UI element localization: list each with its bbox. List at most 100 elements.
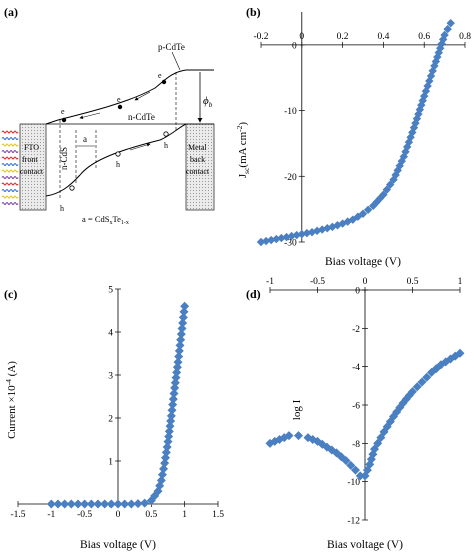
data-point xyxy=(441,357,451,367)
data-point xyxy=(176,335,186,345)
light-ray xyxy=(1,156,19,160)
data-point xyxy=(358,209,368,218)
data-point xyxy=(270,436,280,446)
data-point xyxy=(168,394,178,404)
data-point xyxy=(437,39,446,49)
data-point xyxy=(397,156,406,166)
x-tick-label: -0.2 xyxy=(253,32,268,42)
metal-label-2: back xyxy=(190,155,205,164)
data-point xyxy=(351,465,360,475)
electron-dot xyxy=(161,79,167,85)
data-point xyxy=(133,499,143,509)
data-point xyxy=(178,312,188,322)
panel-a-label: (a) xyxy=(4,5,18,19)
data-point xyxy=(408,128,417,137)
hole-dot xyxy=(69,185,75,191)
a-equation: a = CdSxTe1-x xyxy=(82,214,129,226)
x-tick-label: 0 xyxy=(363,277,368,287)
data-point xyxy=(166,416,176,426)
light-ray xyxy=(1,195,19,199)
panel-label: (b) xyxy=(246,5,261,19)
data-point xyxy=(317,439,327,449)
electron-label: e xyxy=(158,71,162,80)
data-point xyxy=(446,18,455,28)
y-axis-label: log I xyxy=(291,399,303,420)
y-tick-label: -2 xyxy=(352,325,360,335)
light-ray xyxy=(1,169,19,173)
x-tick-label: 0.4 xyxy=(377,32,389,42)
data-point xyxy=(46,499,56,509)
y-label-part: sc xyxy=(242,167,251,174)
data-point xyxy=(412,382,422,392)
fto-label-1: FTO xyxy=(24,143,39,152)
data-point xyxy=(261,236,271,246)
data-point xyxy=(404,390,414,400)
y-label-part: -4 xyxy=(4,379,13,385)
data-point xyxy=(157,470,167,480)
data-point xyxy=(417,100,426,110)
data-point xyxy=(292,230,301,240)
metal-contact-block xyxy=(185,123,215,211)
data-point xyxy=(422,372,432,382)
panel-b: (b) -0.2 0 0.2 0.4 0.6 0.8 -30 -20 -10 0 Bias volta… xyxy=(235,5,471,268)
data-point xyxy=(395,403,405,413)
x-axis-label: Bias voltage (V) xyxy=(327,539,403,551)
data-point xyxy=(443,24,452,34)
data-point xyxy=(282,232,291,242)
electron-dot xyxy=(61,117,67,123)
light-ray xyxy=(1,162,19,167)
data-point xyxy=(168,400,178,410)
data-point xyxy=(159,464,169,474)
panel-d: (d) -1 -0.5 0 0.5 1 -12 -10 -8 -6 -4 -2 0 Bias voltag… xyxy=(246,277,465,551)
hole-dot xyxy=(115,151,121,157)
data-point xyxy=(327,445,337,455)
data-point xyxy=(438,35,448,44)
data-point xyxy=(418,96,427,105)
data-point xyxy=(294,431,303,441)
y-tick-label: 5 xyxy=(108,286,113,296)
data-point xyxy=(362,465,372,475)
data-point xyxy=(323,224,332,233)
data-point xyxy=(404,137,414,147)
data-point xyxy=(175,340,185,350)
data-point xyxy=(172,362,182,372)
hole-label: h xyxy=(60,204,64,213)
y-label-part: ) xyxy=(237,122,249,126)
fto-contact-block xyxy=(19,123,47,211)
data-point xyxy=(355,471,365,481)
n-cdte-label: n-CdTe xyxy=(128,112,155,122)
data-point xyxy=(80,499,90,509)
n-cds-label: n-CdS xyxy=(59,147,69,170)
data-point xyxy=(174,352,184,362)
y-tick-label: -10 xyxy=(347,478,360,488)
data-point xyxy=(120,499,130,509)
data-point xyxy=(179,307,189,317)
data-point xyxy=(161,447,171,457)
x-tick-label: 0.2 xyxy=(337,32,349,42)
data-point xyxy=(312,226,322,236)
panel-label: (d) xyxy=(246,287,261,301)
y-label-part: Current ×10 xyxy=(6,385,18,439)
data-point xyxy=(174,346,184,356)
x-axis-label: Bias voltage (V) xyxy=(80,539,156,551)
data-point xyxy=(169,388,179,398)
data-point xyxy=(160,458,170,468)
hole-drift-arrow xyxy=(129,143,151,151)
light-ray xyxy=(1,149,19,154)
data-point xyxy=(386,180,395,189)
electron-label: e xyxy=(117,95,121,104)
data-point xyxy=(53,499,63,509)
data-point xyxy=(346,460,356,470)
data-point xyxy=(428,66,437,76)
y-tick-label: -20 xyxy=(284,173,297,183)
x-tick-label: 0.8 xyxy=(459,32,471,42)
electron-drift-arrow xyxy=(134,91,151,101)
y-label-part: (A) xyxy=(6,361,18,379)
data-point xyxy=(162,442,172,452)
data-point xyxy=(106,499,116,509)
data-point xyxy=(417,377,427,387)
data-point xyxy=(336,452,346,462)
p-cdte-label: p-CdTe xyxy=(158,42,185,52)
y-axis-label: Current ×10-4 (A) xyxy=(4,361,18,439)
